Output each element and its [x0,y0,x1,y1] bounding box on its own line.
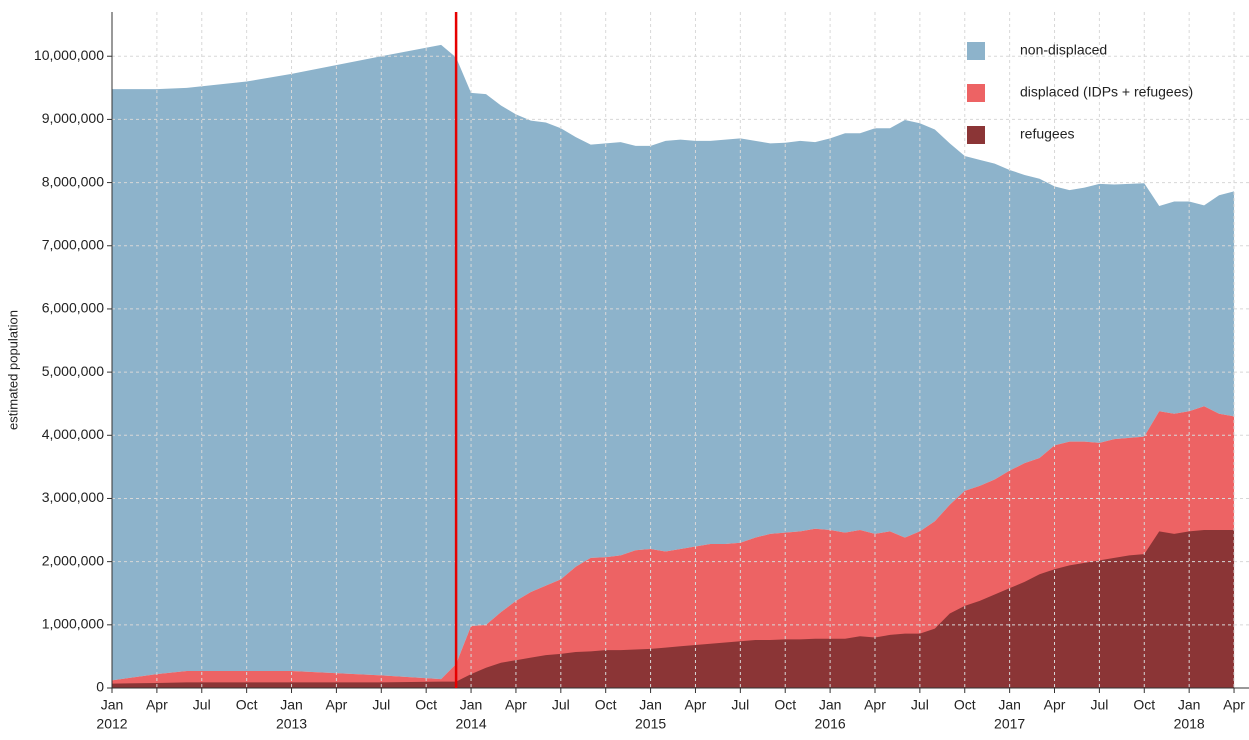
y-tick-label: 0 [96,679,104,695]
x-tick-label: Jul [731,697,749,713]
year-label: 2012 [96,716,127,732]
legend-label: refugees [1020,126,1074,142]
x-tick-label: Jan [819,697,842,713]
x-tick-label: Jan [101,697,124,713]
x-tick-label: Jul [911,697,929,713]
year-label: 2018 [1174,716,1205,732]
x-tick-label: Oct [954,697,976,713]
x-tick-label: Jan [460,697,483,713]
y-tick-label: 8,000,000 [42,173,104,189]
y-tick-label: 6,000,000 [42,300,104,316]
x-tick-label: Oct [1133,697,1155,713]
y-tick-label: 10,000,000 [34,47,104,63]
x-tick-label: Apr [1223,697,1245,713]
x-tick-label: Apr [146,697,168,713]
y-tick-label: 5,000,000 [42,363,104,379]
x-tick-label: Apr [685,697,707,713]
x-tick-label: Jul [552,697,570,713]
x-tick-label: Oct [236,697,258,713]
x-tick-label: Jan [1178,697,1201,713]
legend-swatch [967,42,985,60]
y-tick-label: 1,000,000 [42,616,104,632]
year-label: 2015 [635,716,666,732]
y-tick-label: 2,000,000 [42,552,104,568]
y-tick-label: 9,000,000 [42,110,104,126]
legend-label: non-displaced [1020,42,1107,58]
area [112,44,1235,681]
x-tick-label: Jul [1090,697,1108,713]
year-label: 2013 [276,716,307,732]
x-tick-label: Oct [595,697,617,713]
x-tick-label: Oct [774,697,796,713]
legend-label: displaced (IDPs + refugees) [1020,84,1193,100]
y-tick-label: 7,000,000 [42,236,104,252]
y-axis-label: estimated population [5,310,20,430]
year-label: 2014 [455,716,486,732]
x-tick-label: Apr [864,697,886,713]
x-tick-label: Jul [372,697,390,713]
y-tick-label: 3,000,000 [42,489,104,505]
y-tick-label: 4,000,000 [42,426,104,442]
year-label: 2016 [815,716,846,732]
x-tick-label: Apr [326,697,348,713]
x-tick-label: Apr [505,697,527,713]
x-tick-label: Jan [998,697,1021,713]
x-tick-label: Jan [280,697,303,713]
x-tick-label: Apr [1044,697,1066,713]
year-label: 2017 [994,716,1025,732]
x-tick-label: Jul [193,697,211,713]
area [112,530,1235,688]
legend-swatch [967,126,985,144]
x-tick-label: Jan [639,697,662,713]
legend-swatch [967,84,985,102]
x-tick-label: Oct [415,697,437,713]
